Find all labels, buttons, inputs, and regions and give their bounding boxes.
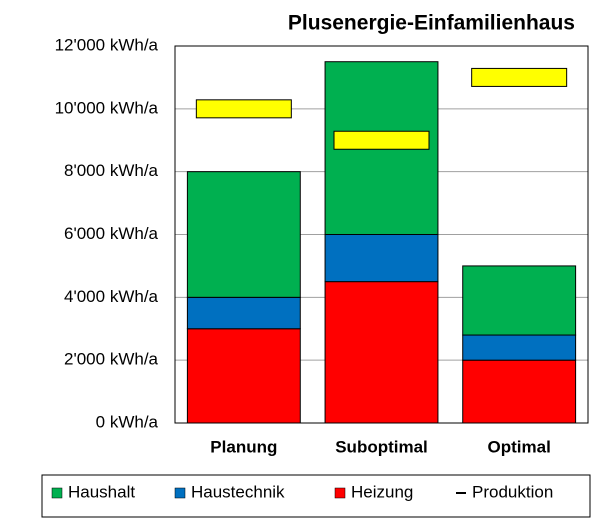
legend-label: Heizung xyxy=(351,482,413,501)
y-tick-label: 0 kWh/a xyxy=(96,412,159,431)
bar-segment xyxy=(462,359,577,424)
legend-symbol xyxy=(334,487,346,499)
legend-label: Haushalt xyxy=(68,482,135,501)
production-marker xyxy=(471,67,568,87)
legend-box xyxy=(41,474,591,518)
x-tick-label: Planung xyxy=(210,437,277,456)
x-tick-label: Optimal xyxy=(488,437,551,456)
bar-segment xyxy=(186,171,301,298)
chart-title: Plusenergie-Einfamilienhaus xyxy=(288,12,575,35)
y-tick-label: 4'000 kWh/a xyxy=(64,287,159,306)
production-marker xyxy=(195,99,292,119)
y-tick-label: 10'000 kWh/a xyxy=(55,98,159,117)
legend-symbol xyxy=(174,487,186,499)
x-tick-label: Suboptimal xyxy=(335,437,428,456)
y-tick-label: 2'000 kWh/a xyxy=(64,350,159,369)
bar-segment xyxy=(324,234,439,283)
production-marker xyxy=(333,130,430,150)
bar-segment xyxy=(462,334,577,361)
legend-symbol xyxy=(51,487,63,499)
bar-segment xyxy=(324,281,439,424)
bar-segment xyxy=(462,265,577,336)
y-tick-label: 12'000 kWh/a xyxy=(55,35,159,54)
bar-segment xyxy=(186,296,301,330)
bar-segment xyxy=(186,328,301,424)
legend-label: Haustechnik xyxy=(191,482,285,501)
y-tick-label: 6'000 kWh/a xyxy=(64,224,159,243)
plot-border xyxy=(174,45,589,424)
y-tick-label: 8'000 kWh/a xyxy=(64,161,159,180)
legend-label: Produktion xyxy=(472,482,553,501)
